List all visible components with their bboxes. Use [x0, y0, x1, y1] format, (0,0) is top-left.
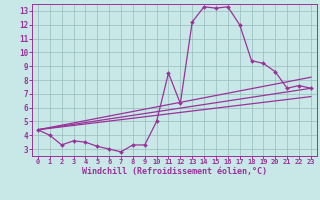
- X-axis label: Windchill (Refroidissement éolien,°C): Windchill (Refroidissement éolien,°C): [82, 167, 267, 176]
